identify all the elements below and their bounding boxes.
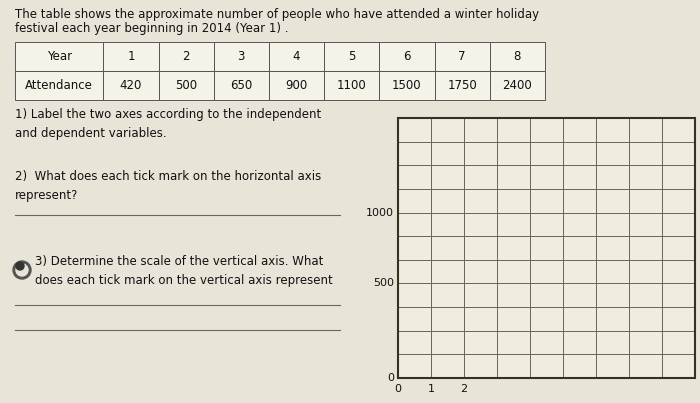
Text: festival each year beginning in 2014 (Year 1) .: festival each year beginning in 2014 (Ye… <box>15 22 288 35</box>
Circle shape <box>16 262 24 270</box>
Circle shape <box>16 264 28 276</box>
Bar <box>324 71 379 100</box>
Text: 1750: 1750 <box>447 79 477 92</box>
Bar <box>104 71 158 100</box>
Bar <box>398 118 695 378</box>
Bar <box>15 42 104 71</box>
Text: 2)  What does each tick mark on the horizontal axis
represent?: 2) What does each tick mark on the horiz… <box>15 170 321 202</box>
Text: 500: 500 <box>175 79 197 92</box>
Bar <box>490 42 545 71</box>
Text: 8: 8 <box>514 50 521 63</box>
Text: 500: 500 <box>373 278 394 289</box>
Text: 420: 420 <box>120 79 142 92</box>
Text: 1: 1 <box>127 50 134 63</box>
Text: Attendance: Attendance <box>25 79 93 92</box>
Bar <box>214 42 269 71</box>
Text: 2: 2 <box>461 384 468 394</box>
Text: 1: 1 <box>428 384 435 394</box>
Text: 900: 900 <box>286 79 308 92</box>
Text: 1500: 1500 <box>392 79 422 92</box>
Bar <box>269 42 324 71</box>
Text: 1100: 1100 <box>337 79 367 92</box>
Bar <box>490 71 545 100</box>
Bar <box>324 42 379 71</box>
Circle shape <box>13 261 31 279</box>
Text: 4: 4 <box>293 50 300 63</box>
Text: 2400: 2400 <box>503 79 532 92</box>
Bar <box>214 71 269 100</box>
Text: 0: 0 <box>395 384 402 394</box>
Text: 1) Label the two axes according to the independent
and dependent variables.: 1) Label the two axes according to the i… <box>15 108 321 140</box>
Bar <box>158 42 214 71</box>
Bar <box>158 71 214 100</box>
Bar <box>435 71 490 100</box>
Text: 1000: 1000 <box>366 208 394 218</box>
Bar <box>379 42 435 71</box>
Bar <box>104 42 158 71</box>
Text: 5: 5 <box>348 50 356 63</box>
Text: 650: 650 <box>230 79 253 92</box>
Bar <box>398 118 695 378</box>
Bar <box>269 71 324 100</box>
Text: 7: 7 <box>458 50 466 63</box>
Text: Year: Year <box>47 50 71 63</box>
Bar <box>435 42 490 71</box>
Text: The table shows the approximate number of people who have attended a winter holi: The table shows the approximate number o… <box>15 8 539 21</box>
Text: 6: 6 <box>403 50 411 63</box>
Text: 3: 3 <box>238 50 245 63</box>
Text: 2: 2 <box>183 50 190 63</box>
Text: 3) Determine the scale of the vertical axis. What
does each tick mark on the ver: 3) Determine the scale of the vertical a… <box>35 255 332 287</box>
Text: 0: 0 <box>387 373 394 383</box>
Bar <box>15 71 104 100</box>
Bar <box>379 71 435 100</box>
